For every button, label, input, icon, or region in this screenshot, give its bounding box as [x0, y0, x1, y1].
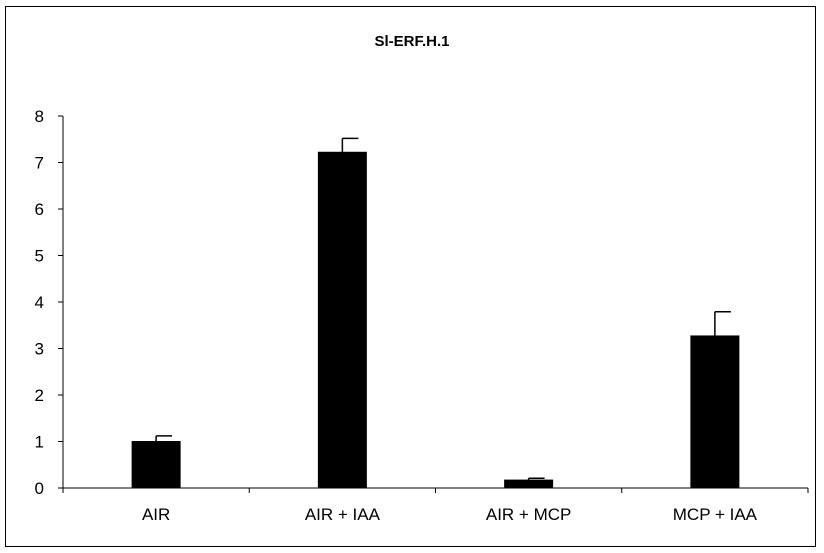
y-tick-label: 5 [35, 247, 44, 266]
error-bars [155, 137, 731, 481]
y-tick-label: 4 [35, 293, 44, 312]
y-tick-label: 6 [35, 200, 44, 219]
y-axis-ticks: 0 1 2 3 4 5 6 7 8 [35, 107, 63, 498]
y-tick-label: 2 [35, 386, 44, 405]
y-tick-label: 1 [35, 433, 44, 452]
bar [504, 479, 554, 489]
bar [131, 441, 181, 489]
x-axis-labels: AIR AIR + IAA AIR + MCP MCP + IAA [142, 505, 758, 524]
x-tick-label: AIR [142, 505, 170, 524]
x-tick-label: AIR + MCP [486, 505, 572, 524]
bars [131, 151, 740, 489]
x-tick-label: AIR + IAA [305, 505, 381, 524]
bar [317, 151, 367, 489]
y-tick-label: 7 [35, 154, 44, 173]
x-tick-label: MCP + IAA [673, 505, 758, 524]
y-tick-label: 8 [35, 107, 44, 126]
y-tick-label: 3 [35, 340, 44, 359]
bar [690, 335, 740, 489]
y-tick-label: 0 [35, 479, 44, 498]
chart-title: Sl-ERF.H.1 [374, 33, 449, 50]
